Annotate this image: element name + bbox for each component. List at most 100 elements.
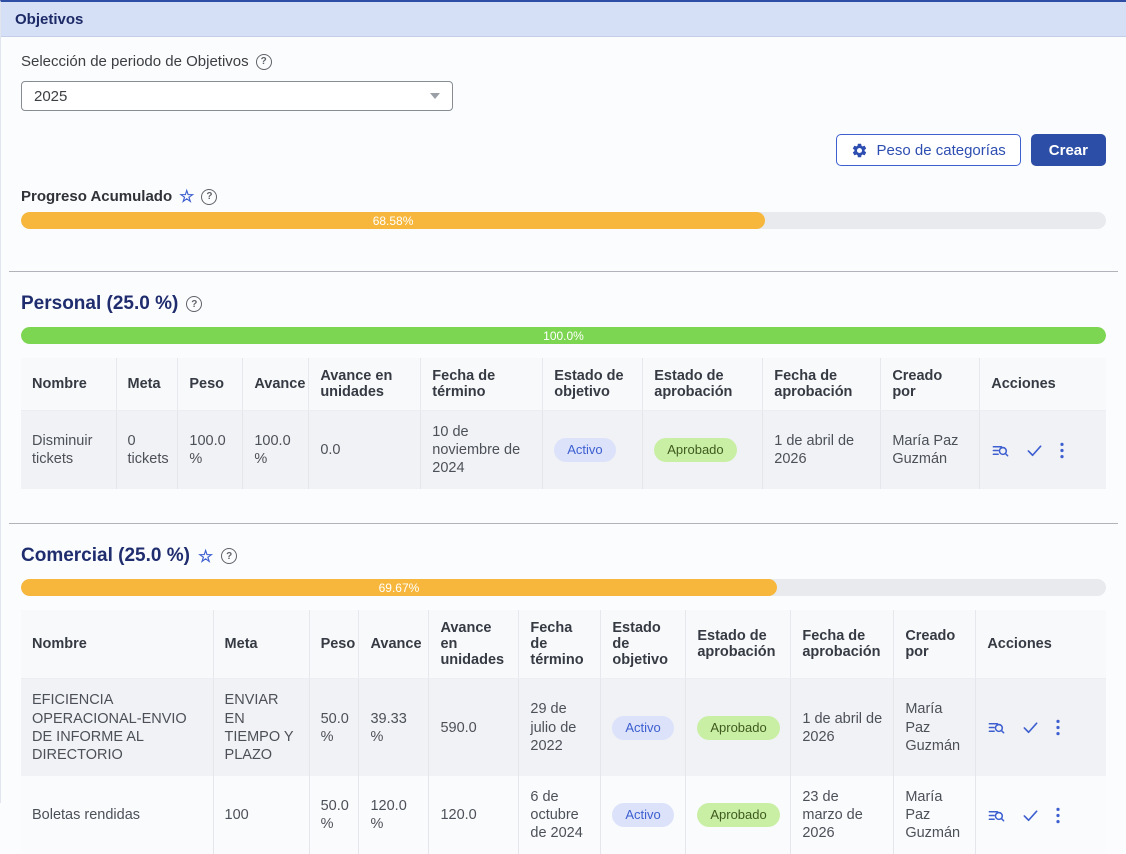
- accumulated-progress-value: 68.58%: [373, 214, 414, 228]
- cell-meta: ENVIAR EN TIEMPO Y PLAZO: [213, 679, 309, 776]
- cell-peso: 50.0 %: [309, 679, 359, 776]
- status-badge-approved: Aprobado: [654, 438, 736, 462]
- comercial-progress-fill: 69.67%: [21, 579, 777, 596]
- column-header: Nombre: [21, 358, 116, 411]
- status-badge-active: Activo: [554, 438, 615, 462]
- status-badge-active: Activo: [612, 716, 673, 740]
- cell-creado-por: María Paz Guzmán: [894, 679, 976, 776]
- help-icon[interactable]: ?: [221, 548, 237, 564]
- column-header: Estado de objetivo: [543, 358, 643, 411]
- view-details-icon[interactable]: [987, 718, 1006, 737]
- comercial-progress-value: 69.67%: [379, 581, 420, 595]
- column-header: Fecha de aprobación: [791, 610, 894, 679]
- cell-creado-por: María Paz Guzmán: [894, 776, 976, 854]
- cell-avance-unidades: 120.0: [429, 776, 519, 854]
- view-details-icon[interactable]: [991, 441, 1010, 460]
- cell-nombre: EFICIENCIA OPERACIONAL-ENVIO DE INFORME …: [21, 679, 213, 776]
- table-header-row: Nombre Meta Peso Avance Avance en unidad…: [21, 610, 1106, 679]
- table-row: Disminuir tickets 0 tickets 100.0 % 100.…: [21, 411, 1106, 490]
- column-header: Avance en unidades: [429, 610, 519, 679]
- section-divider: [9, 271, 1118, 272]
- column-header: Fecha de aprobación: [763, 358, 881, 411]
- status-badge-active: Activo: [612, 803, 673, 827]
- comercial-objectives-table: Nombre Meta Peso Avance Avance en unidad…: [21, 610, 1106, 854]
- personal-objectives-table: Nombre Meta Peso Avance Avance en unidad…: [21, 358, 1106, 489]
- table-row: Boletas rendidas 100 50.0 % 120.0 % 120.…: [21, 776, 1106, 854]
- create-button[interactable]: Crear: [1031, 134, 1106, 166]
- view-details-icon[interactable]: [987, 806, 1006, 825]
- page-header: Objetivos: [1, 2, 1126, 37]
- section-title-personal: Personal (25.0 %) ?: [21, 293, 1106, 315]
- column-header: Fecha de término: [519, 610, 601, 679]
- approve-check-icon[interactable]: [1021, 806, 1040, 825]
- main-content: Selección de periodo de Objetivos ? 2025…: [1, 53, 1126, 854]
- table-row: EFICIENCIA OPERACIONAL-ENVIO DE INFORME …: [21, 679, 1106, 776]
- personal-progress-bar: 100.0%: [21, 327, 1106, 344]
- column-header: Avance: [359, 610, 429, 679]
- cell-meta: 0 tickets: [116, 411, 178, 490]
- category-weights-button[interactable]: Peso de categorías: [836, 134, 1021, 166]
- column-header: Peso: [178, 358, 243, 411]
- cell-fecha-termino: 10 de noviembre de 2024: [421, 411, 543, 490]
- accumulated-progress-header: Progreso Acumulado ☆ ?: [21, 188, 1106, 205]
- column-header: Peso: [309, 610, 359, 679]
- accumulated-progress-bar: 68.58%: [21, 212, 1106, 229]
- period-select-value: 2025: [34, 88, 67, 105]
- row-actions: [987, 718, 1095, 737]
- toolbar: Peso de categorías Crear: [21, 134, 1106, 166]
- cell-fecha-aprobacion: 23 de marzo de 2026: [791, 776, 894, 854]
- personal-progress-fill: 100.0%: [21, 327, 1106, 344]
- more-options-icon[interactable]: [1055, 806, 1061, 825]
- cell-fecha-aprobacion: 1 de abril de 2026: [791, 679, 894, 776]
- help-icon[interactable]: ?: [256, 54, 272, 70]
- approve-check-icon[interactable]: [1025, 441, 1044, 460]
- category-weights-label: Peso de categorías: [877, 142, 1006, 159]
- star-icon[interactable]: ☆: [198, 548, 213, 565]
- cell-creado-por: María Paz Guzmán: [881, 411, 980, 490]
- column-header: Acciones: [976, 610, 1106, 679]
- approve-check-icon[interactable]: [1021, 718, 1040, 737]
- table-header-row: Nombre Meta Peso Avance Avance en unidad…: [21, 358, 1106, 411]
- status-badge-approved: Aprobado: [697, 716, 779, 740]
- cell-nombre: Disminuir tickets: [21, 411, 116, 490]
- column-header: Fecha de término: [421, 358, 543, 411]
- row-actions: [987, 806, 1095, 825]
- cell-peso: 100.0 %: [178, 411, 243, 490]
- personal-progress-value: 100.0%: [543, 329, 584, 343]
- cell-avance: 39.33 %: [359, 679, 429, 776]
- section-divider: [9, 523, 1118, 524]
- help-icon[interactable]: ?: [201, 189, 217, 205]
- cell-avance-unidades: 0.0: [309, 411, 421, 490]
- cell-peso: 50.0 %: [309, 776, 359, 854]
- column-header: Creado por: [894, 610, 976, 679]
- section-title-comercial: Comercial (25.0 %) ☆ ?: [21, 545, 1106, 567]
- column-header: Creado por: [881, 358, 980, 411]
- column-header: Estado de objetivo: [601, 610, 686, 679]
- column-header: Meta: [213, 610, 309, 679]
- cell-avance: 120.0 %: [359, 776, 429, 854]
- column-header: Avance en unidades: [309, 358, 421, 411]
- cell-avance-unidades: 590.0: [429, 679, 519, 776]
- gear-icon: [851, 142, 868, 159]
- column-header: Acciones: [980, 358, 1106, 411]
- help-icon[interactable]: ?: [186, 296, 202, 312]
- status-badge-approved: Aprobado: [697, 803, 779, 827]
- star-icon[interactable]: ☆: [179, 188, 194, 205]
- more-options-icon[interactable]: [1055, 718, 1061, 737]
- more-options-icon[interactable]: [1059, 441, 1065, 460]
- page-title: Objetivos: [15, 11, 83, 28]
- period-select[interactable]: 2025: [21, 81, 453, 111]
- column-header: Meta: [116, 358, 178, 411]
- chevron-down-icon: [430, 93, 440, 99]
- accumulated-progress-label: Progreso Acumulado: [21, 188, 172, 205]
- cell-meta: 100: [213, 776, 309, 854]
- accumulated-progress-fill: 68.58%: [21, 212, 765, 229]
- comercial-progress-bar: 69.67%: [21, 579, 1106, 596]
- cell-avance: 100.0 %: [243, 411, 309, 490]
- cell-nombre: Boletas rendidas: [21, 776, 213, 854]
- cell-fecha-termino: 6 de octubre de 2024: [519, 776, 601, 854]
- row-actions: [991, 441, 1095, 460]
- column-header: Estado de aprobación: [686, 610, 791, 679]
- column-header: Estado de aprobación: [643, 358, 763, 411]
- cell-fecha-aprobacion: 1 de abril de 2026: [763, 411, 881, 490]
